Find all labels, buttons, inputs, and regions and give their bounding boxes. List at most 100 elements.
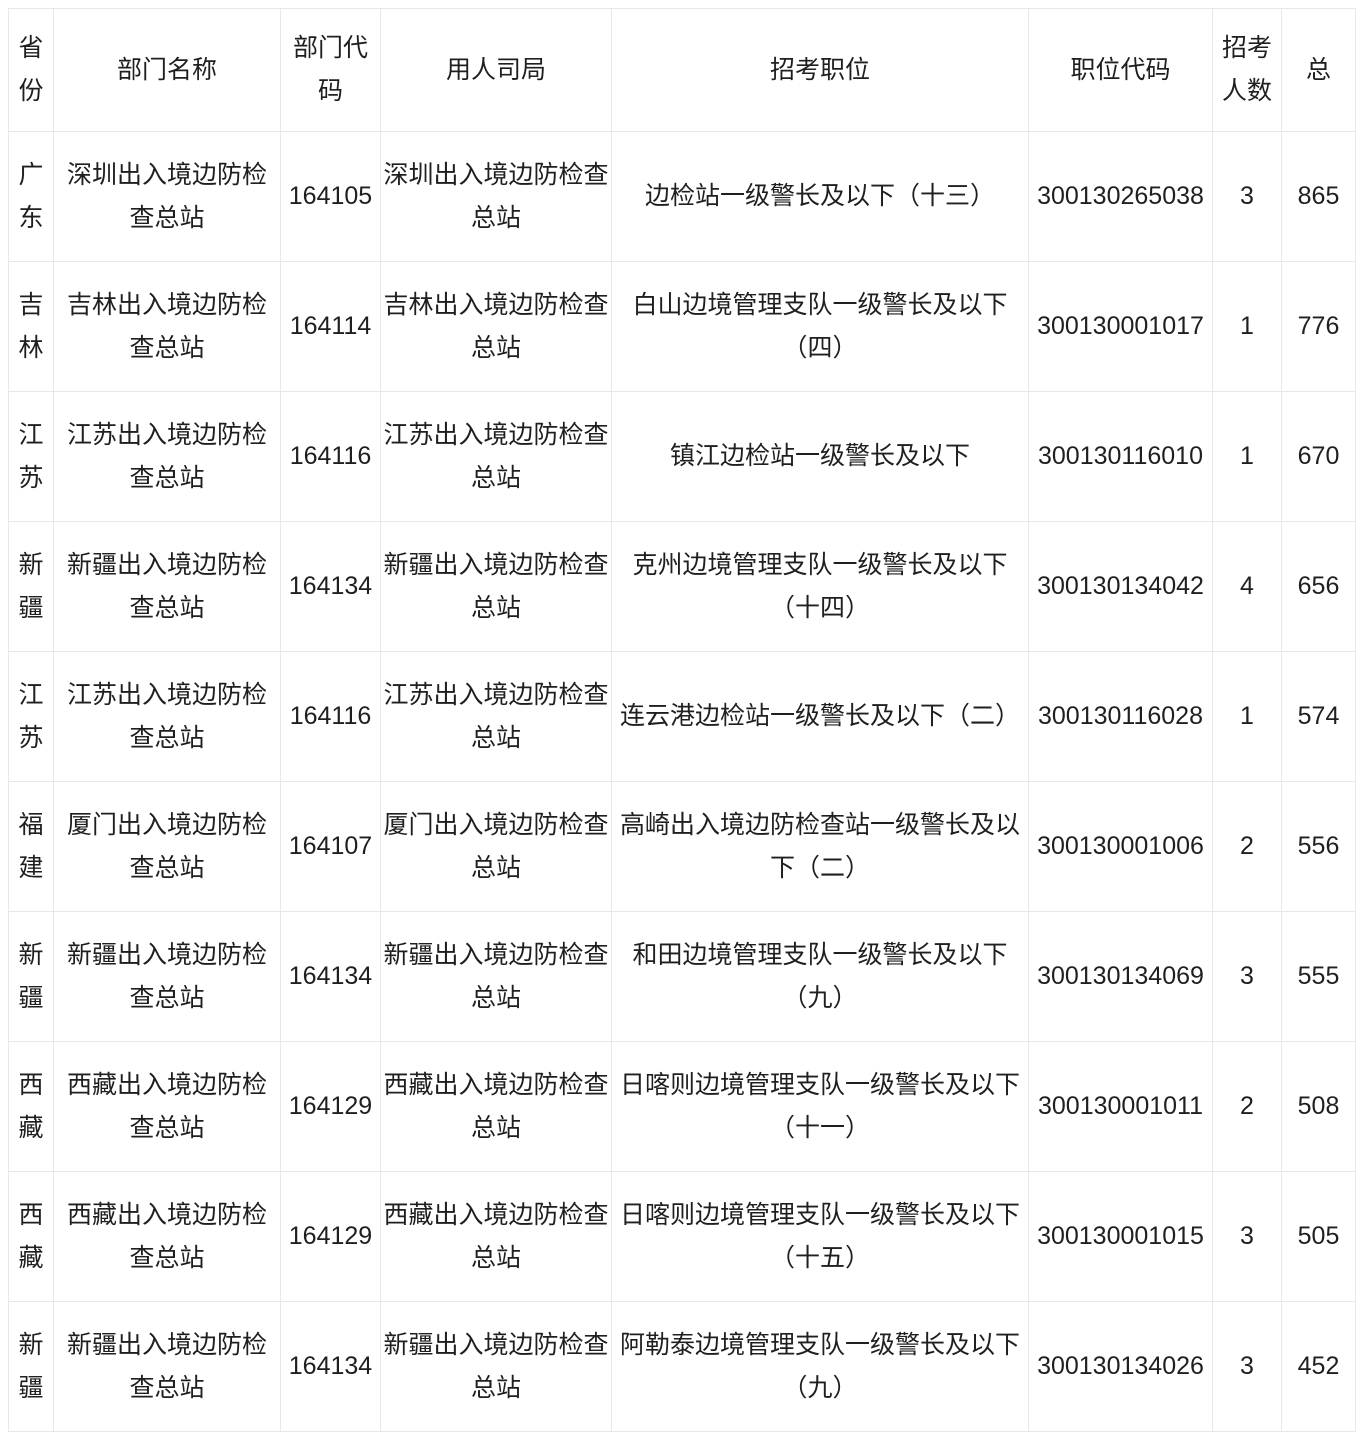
cell-department: 江苏出入境边防检查总站 [53,651,281,782]
cell-hire-count: 1 [1212,391,1282,522]
cell-total: 574 [1281,651,1356,782]
cell-department-code: 164105 [280,131,381,262]
cell-department-code: 164114 [280,261,381,392]
table-row: 西藏 西藏出入境边防检查总站 164129 西藏出入境边防检查总站 日喀则边境管理支队一… [8,1041,1356,1172]
cell-position: 克州边境管理支队一级警长及以下（十四） [611,521,1029,652]
cell-bureau: 西藏出入境边防检查总站 [380,1041,612,1172]
cell-province: 西藏 [8,1041,54,1172]
cell-position: 边检站一级警长及以下（十三） [611,131,1029,262]
cell-position: 高崎出入境边防检查站一级警长及以下（二） [611,781,1029,912]
cell-hire-count: 2 [1212,1041,1282,1172]
cell-hire-count: 1 [1212,261,1282,392]
cell-position-code: 300130001015 [1028,1171,1213,1302]
cell-department-code: 164134 [280,521,381,652]
column-header-province: 省份 [8,8,54,132]
table-row: 吉林 吉林出入境边防检查总站 164114 吉林出入境边防检查总站 白山边境管理支队一级… [8,261,1356,392]
cell-province: 西藏 [8,1171,54,1302]
cell-total: 656 [1281,521,1356,652]
cell-province: 江苏 [8,391,54,522]
cell-province: 新疆 [8,1301,54,1432]
cell-position: 镇江边检站一级警长及以下 [611,391,1029,522]
job-listing-table-container: 省份 部门名称 部门代码 用人司局 招考职位 职位代码 招考人数 总 广东 深圳出… [8,8,1356,1432]
table-row: 福建 厦门出入境边防检查总站 164107 厦门出入境边防检查总站 高崎出入境边防检查站… [8,781,1356,912]
cell-total: 508 [1281,1041,1356,1172]
cell-department: 厦门出入境边防检查总站 [53,781,281,912]
cell-position: 日喀则边境管理支队一级警长及以下（十五） [611,1171,1029,1302]
column-header-total: 总 [1281,8,1356,132]
cell-total: 556 [1281,781,1356,912]
cell-total: 555 [1281,911,1356,1042]
cell-position-code: 300130116028 [1028,651,1213,782]
cell-total: 865 [1281,131,1356,262]
cell-position-code: 300130265038 [1028,131,1213,262]
cell-position-code: 300130134069 [1028,911,1213,1042]
cell-department-code: 164107 [280,781,381,912]
cell-department-code: 164116 [280,391,381,522]
cell-province: 新疆 [8,911,54,1042]
cell-bureau: 新疆出入境边防检查总站 [380,521,612,652]
column-header-position-code: 职位代码 [1028,8,1213,132]
cell-hire-count: 1 [1212,651,1282,782]
cell-position-code: 300130134042 [1028,521,1213,652]
cell-position: 阿勒泰边境管理支队一级警长及以下（九） [611,1301,1029,1432]
cell-bureau: 吉林出入境边防检查总站 [380,261,612,392]
cell-position: 白山边境管理支队一级警长及以下（四） [611,261,1029,392]
cell-position-code: 300130001011 [1028,1041,1213,1172]
cell-total: 776 [1281,261,1356,392]
table-row: 新疆 新疆出入境边防检查总站 164134 新疆出入境边防检查总站 阿勒泰边境管理支队一… [8,1301,1356,1432]
cell-department: 新疆出入境边防检查总站 [53,1301,281,1432]
cell-position-code: 300130134026 [1028,1301,1213,1432]
cell-hire-count: 4 [1212,521,1282,652]
table-row: 江苏 江苏出入境边防检查总站 164116 江苏出入境边防检查总站 连云港边检站一级警长… [8,651,1356,782]
table-row: 新疆 新疆出入境边防检查总站 164134 新疆出入境边防检查总站 和田边境管理支队一级… [8,911,1356,1042]
job-listing-table: 省份 部门名称 部门代码 用人司局 招考职位 职位代码 招考人数 总 广东 深圳出… [8,8,1356,1432]
cell-position: 日喀则边境管理支队一级警长及以下（十一） [611,1041,1029,1172]
cell-bureau: 厦门出入境边防检查总站 [380,781,612,912]
cell-department: 西藏出入境边防检查总站 [53,1171,281,1302]
cell-bureau: 新疆出入境边防检查总站 [380,1301,612,1432]
cell-bureau: 江苏出入境边防检查总站 [380,651,612,782]
cell-bureau: 西藏出入境边防检查总站 [380,1171,612,1302]
cell-department: 深圳出入境边防检查总站 [53,131,281,262]
cell-department-code: 164129 [280,1171,381,1302]
cell-province: 新疆 [8,521,54,652]
table-header-row: 省份 部门名称 部门代码 用人司局 招考职位 职位代码 招考人数 总 [8,8,1356,132]
cell-position-code: 300130001017 [1028,261,1213,392]
column-header-department-code: 部门代码 [280,8,381,132]
cell-department-code: 164129 [280,1041,381,1172]
cell-total: 452 [1281,1301,1356,1432]
cell-total: 670 [1281,391,1356,522]
cell-total: 505 [1281,1171,1356,1302]
cell-hire-count: 3 [1212,1301,1282,1432]
cell-province: 广东 [8,131,54,262]
cell-position-code: 300130116010 [1028,391,1213,522]
table-body: 广东 深圳出入境边防检查总站 164105 深圳出入境边防检查总站 边检站一级警长及以下… [8,131,1356,1432]
cell-hire-count: 3 [1212,1171,1282,1302]
column-header-hire-count: 招考人数 [1212,8,1282,132]
column-header-department: 部门名称 [53,8,281,132]
cell-province: 吉林 [8,261,54,392]
cell-bureau: 江苏出入境边防检查总站 [380,391,612,522]
cell-province: 福建 [8,781,54,912]
cell-position-code: 300130001006 [1028,781,1213,912]
cell-hire-count: 3 [1212,131,1282,262]
cell-hire-count: 2 [1212,781,1282,912]
cell-bureau: 深圳出入境边防检查总站 [380,131,612,262]
column-header-position: 招考职位 [611,8,1029,132]
cell-province: 江苏 [8,651,54,782]
cell-department-code: 164134 [280,1301,381,1432]
table-header: 省份 部门名称 部门代码 用人司局 招考职位 职位代码 招考人数 总 [8,8,1356,132]
column-header-bureau: 用人司局 [380,8,612,132]
cell-position: 和田边境管理支队一级警长及以下（九） [611,911,1029,1042]
cell-department: 新疆出入境边防检查总站 [53,911,281,1042]
cell-department-code: 164134 [280,911,381,1042]
cell-department: 西藏出入境边防检查总站 [53,1041,281,1172]
cell-department: 新疆出入境边防检查总站 [53,521,281,652]
cell-hire-count: 3 [1212,911,1282,1042]
cell-department: 吉林出入境边防检查总站 [53,261,281,392]
table-row: 江苏 江苏出入境边防检查总站 164116 江苏出入境边防检查总站 镇江边检站一级警长及… [8,391,1356,522]
cell-department: 江苏出入境边防检查总站 [53,391,281,522]
cell-department-code: 164116 [280,651,381,782]
table-row: 广东 深圳出入境边防检查总站 164105 深圳出入境边防检查总站 边检站一级警长及以下… [8,131,1356,262]
cell-position: 连云港边检站一级警长及以下（二） [611,651,1029,782]
